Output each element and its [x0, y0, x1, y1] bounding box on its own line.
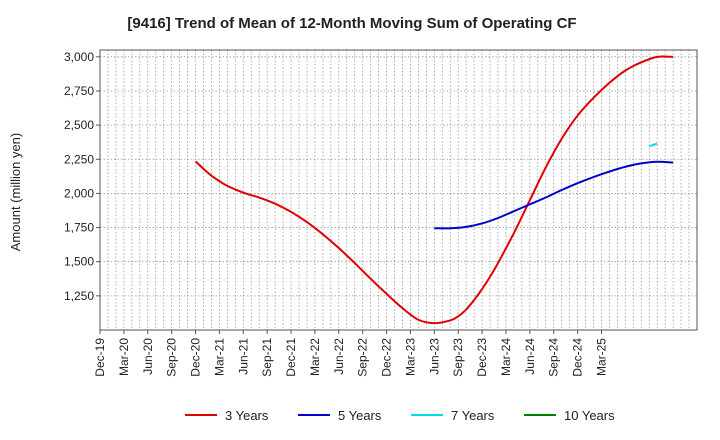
x-tick-label: Jun-23: [427, 338, 441, 375]
y-tick-label: 3,000: [64, 50, 94, 64]
series-line-5-years: [434, 160, 674, 230]
y-tick-label: 1,250: [64, 289, 94, 303]
x-tick-label: Sep-21: [260, 338, 274, 377]
legend-label: 7 Years: [451, 408, 495, 423]
chart-title: [9416] Trend of Mean of 12-Month Moving …: [127, 15, 576, 32]
series-line-7-years: [648, 142, 658, 148]
x-tick-label: Sep-22: [356, 338, 370, 377]
x-tick-label: Sep-24: [547, 338, 561, 377]
legend-label: 3 Years: [225, 408, 269, 423]
y-tick-label: 2,500: [64, 118, 94, 132]
x-tick-label: Jun-21: [236, 338, 250, 375]
x-tick-label: Jun-20: [141, 338, 155, 375]
x-tick-label: Mar-25: [594, 338, 608, 376]
y-tick-label: 2,250: [64, 152, 94, 166]
y-axis-label: Amount (million yen): [8, 133, 23, 252]
x-tick-label: Dec-21: [284, 338, 298, 377]
x-tick-label: Dec-24: [571, 338, 585, 377]
series-group: [194, 55, 674, 325]
x-tick-label: Sep-23: [451, 338, 465, 377]
legend-label: 10 Years: [564, 408, 615, 423]
y-tick-label: 1,750: [64, 221, 94, 235]
y-ticks: 1,250 1,500 1,750 2,000 2,250 2,500 2,750 3,000: [64, 50, 100, 303]
x-tick-label: Dec-22: [380, 338, 394, 377]
x-tick-label: Mar-21: [212, 338, 226, 376]
x-tick-label: Mar-22: [308, 338, 322, 376]
plot-frame: [99, 49, 698, 331]
x-tick-label: Mar-20: [117, 338, 131, 376]
x-tick-label: Mar-23: [403, 338, 417, 376]
grid: [100, 50, 697, 330]
y-tick-label: 2,750: [64, 84, 94, 98]
legend: 3 Years 5 Years 7 Years 10 Years: [185, 408, 615, 423]
x-tick-label: Mar-24: [499, 338, 513, 376]
x-tick-label: Dec-19: [93, 338, 107, 377]
x-tick-label: Jun-24: [523, 338, 537, 375]
x-tick-label: Sep-20: [165, 338, 179, 377]
x-tick-label: Dec-23: [475, 338, 489, 377]
y-tick-label: 2,000: [64, 186, 94, 200]
x-tick-label: Dec-20: [189, 338, 203, 377]
y-tick-label: 1,500: [64, 255, 94, 269]
x-tick-label: Jun-22: [332, 338, 346, 375]
legend-label: 5 Years: [338, 408, 382, 423]
x-ticks: Dec-19 Mar-20 Jun-20 Sep-20 Dec-20 Mar-21 Jun-…: [93, 330, 608, 377]
series-line-3-years: [194, 55, 674, 325]
